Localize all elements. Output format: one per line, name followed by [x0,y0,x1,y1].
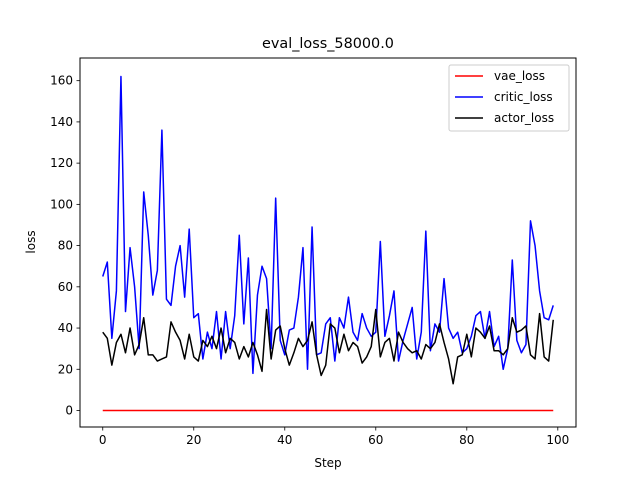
series-layer [102,75,554,412]
legend: vae_loss critic_loss actor_loss [448,64,570,132]
plot-frame [79,57,577,428]
y-tick-label: 140 [50,115,73,129]
y-tick-label: 100 [50,197,73,211]
y-axis: 0 20 40 60 80 100 120 140 160 [50,74,80,418]
y-tick-label: 120 [50,156,73,170]
x-axis-label: Step [314,456,341,470]
x-tick-label: 0 [99,433,107,447]
y-tick-label: 60 [58,280,73,294]
y-tick-label: 80 [58,239,73,253]
y-tick-label: 160 [50,74,73,88]
y-tick-label: 40 [58,321,73,335]
chart-title: eval_loss_58000.0 [262,36,394,52]
y-axis-label: loss [24,230,38,253]
x-tick-label: 60 [368,433,383,447]
x-axis: 0 20 40 60 80 100 [99,427,569,447]
x-tick-label: 100 [546,433,569,447]
legend-label-actor-loss: actor_loss [494,111,554,125]
x-tick-label: 20 [186,433,201,447]
legend-label-critic-loss: critic_loss [494,90,553,104]
x-tick-label: 40 [277,433,292,447]
y-tick-label: 20 [58,362,73,376]
y-tick-label: 0 [65,404,73,418]
legend-label-vae-loss: vae_loss [494,69,545,83]
series-line-critic-loss [102,75,554,375]
legend-box [448,64,570,132]
series-line-actor-loss [102,308,554,385]
x-tick-label: 80 [459,433,474,447]
